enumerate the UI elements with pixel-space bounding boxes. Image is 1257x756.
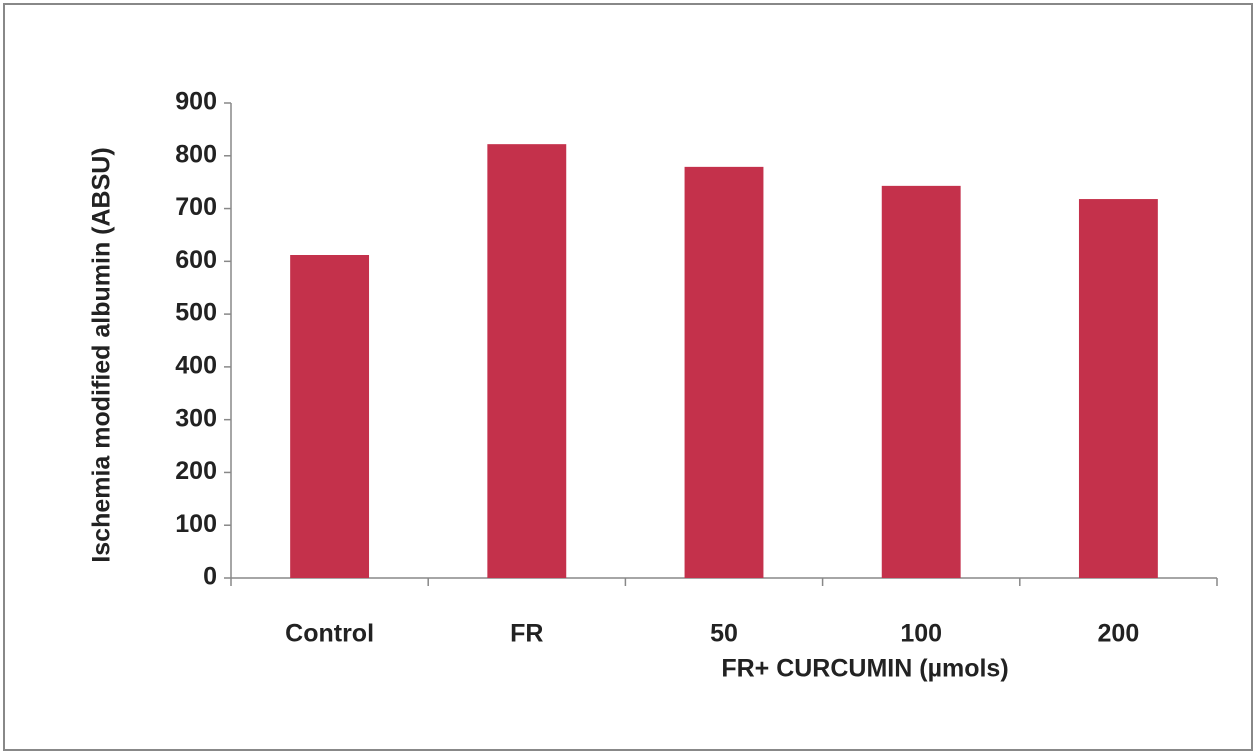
frame <box>3 3 1253 751</box>
bar <box>684 166 764 578</box>
y-tick-label: 200 <box>175 457 217 485</box>
y-tick-label: 800 <box>175 140 217 168</box>
y-tick-label: 600 <box>175 246 217 274</box>
y-tick-label: 500 <box>175 299 217 327</box>
y-tick-label: 100 <box>175 510 217 538</box>
y-tick-label: 700 <box>175 193 217 221</box>
bar <box>290 255 370 578</box>
x-tick-label: FR <box>510 620 543 648</box>
x-tick-label: 100 <box>900 620 942 648</box>
bar <box>1078 199 1158 579</box>
x-tick-label: Control <box>285 620 374 648</box>
y-tick-label: 0 <box>203 563 217 591</box>
y-tick-label: 900 <box>175 88 217 116</box>
y-axis-label: Ischemia modified albumin (ABSU) <box>88 147 116 562</box>
y-tick-label: 300 <box>175 404 217 432</box>
bar <box>487 144 567 578</box>
bar <box>881 185 961 578</box>
x-axis-label: FR+ CURCUMIN (µmols) <box>721 655 1008 683</box>
x-tick-label: 50 <box>710 620 738 648</box>
x-tick-label: 200 <box>1098 620 1140 648</box>
y-tick-label: 400 <box>175 351 217 379</box>
